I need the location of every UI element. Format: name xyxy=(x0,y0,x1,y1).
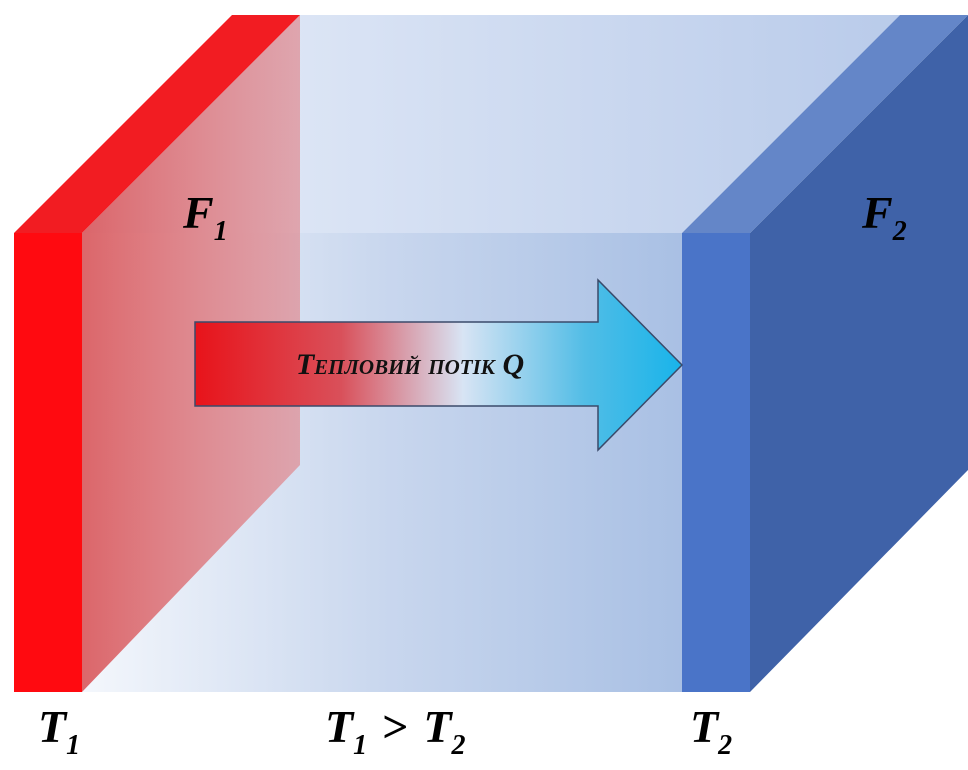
cold-plate xyxy=(682,15,968,692)
t2-label: T2 xyxy=(690,701,732,761)
f1-label: F1 xyxy=(182,187,228,247)
condition-label: T1 > T2 xyxy=(325,701,465,761)
f2-label: F2 xyxy=(861,187,907,247)
hot-plate xyxy=(14,15,300,692)
heat-flow-arrow: Тепловий потік Q xyxy=(194,278,684,452)
t1-label: T1 xyxy=(38,701,80,761)
arrow-label: Тепловий потік Q xyxy=(296,348,524,381)
